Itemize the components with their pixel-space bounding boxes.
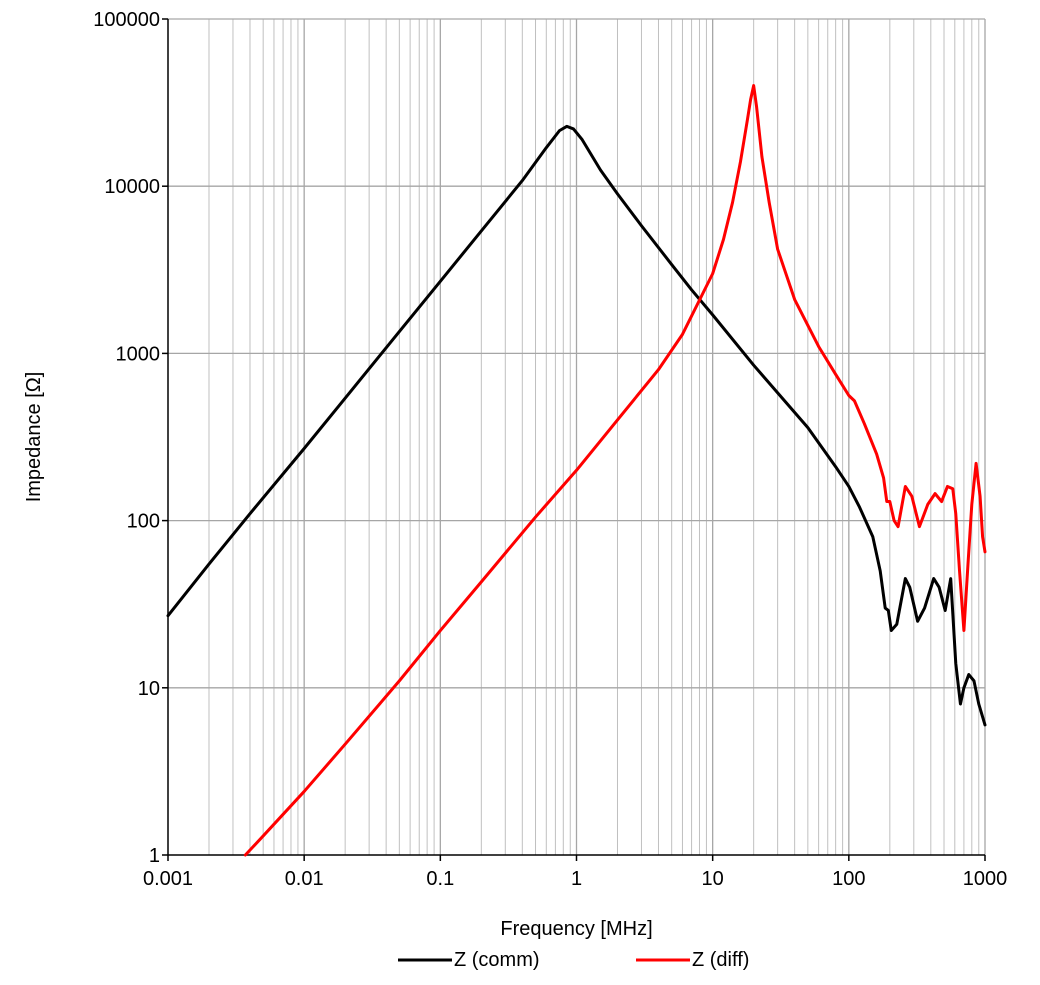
x-tick-label: 0.001 — [143, 868, 193, 890]
series-line-z-comm — [166, 124, 987, 727]
series-line-z-diff — [243, 84, 987, 857]
x-tick-label: 0.1 — [426, 868, 454, 890]
axes — [162, 18, 986, 861]
x-tick-label: 1000 — [963, 868, 1008, 890]
x-axis-label: Frequency [MHz] — [500, 918, 652, 940]
y-tick-label: 100 — [127, 511, 160, 533]
y-tick-label: 10000 — [104, 176, 160, 198]
x-tick-label: 0.01 — [285, 868, 324, 890]
y-tick-labels: 1 10 100 1000 10000 100000 — [93, 9, 160, 867]
x-tick-label: 100 — [832, 868, 865, 890]
y-tick-label: 1 — [149, 845, 160, 867]
x-tick-labels: 0.001 0.01 0.1 1 10 100 1000 — [143, 868, 1007, 890]
series-layer — [166, 84, 987, 857]
legend-label-z-comm: Z (comm) — [454, 949, 540, 971]
x-tick-label: 1 — [571, 868, 582, 890]
y-tick-label: 1000 — [116, 343, 161, 365]
y-tick-label: 100000 — [93, 9, 160, 31]
y-tick-label: 10 — [138, 678, 160, 700]
legend: Z (comm) Z (diff) — [398, 949, 749, 971]
legend-label-z-diff: Z (diff) — [692, 949, 749, 971]
x-tick-label: 10 — [702, 868, 724, 890]
y-axis-label: Impedance [Ω] — [23, 372, 45, 503]
grid — [168, 18, 986, 855]
